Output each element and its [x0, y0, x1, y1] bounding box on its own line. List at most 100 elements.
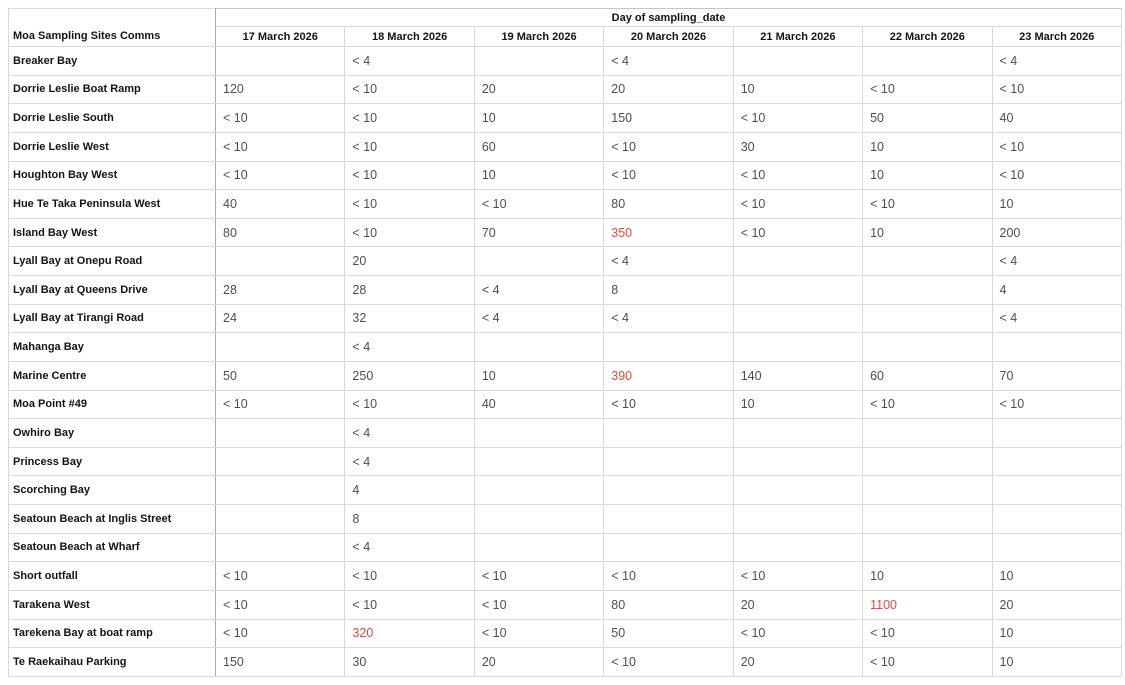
value-cell[interactable]: 320	[344, 618, 475, 649]
date-column-header[interactable]: 17 March 2026	[214, 26, 346, 47]
row-label[interactable]: Lyall Bay at Queens Drive	[8, 275, 216, 305]
value-cell[interactable]: < 10	[991, 74, 1123, 105]
value-cell[interactable]	[214, 332, 346, 362]
value-cell[interactable]: < 10	[344, 131, 475, 162]
value-cell[interactable]	[214, 446, 346, 477]
value-cell[interactable]: < 4	[473, 275, 605, 305]
date-column-header[interactable]: 18 March 2026	[344, 26, 475, 47]
value-cell[interactable]: < 10	[344, 103, 475, 133]
value-cell[interactable]	[991, 532, 1123, 563]
value-cell[interactable]	[603, 532, 734, 563]
value-cell[interactable]: < 10	[214, 103, 346, 133]
row-label[interactable]: Scorching Bay	[8, 475, 216, 505]
value-cell[interactable]: < 10	[603, 160, 734, 191]
value-cell[interactable]	[991, 418, 1123, 448]
value-cell[interactable]: < 10	[473, 189, 605, 219]
row-label[interactable]: Tarakena West	[8, 589, 216, 620]
value-cell[interactable]: 10	[991, 647, 1123, 677]
value-cell[interactable]: 200	[991, 217, 1123, 248]
value-cell[interactable]: 28	[214, 275, 346, 305]
value-cell[interactable]: 250	[344, 360, 475, 391]
value-cell[interactable]: < 10	[603, 389, 734, 420]
row-label[interactable]: Seatoun Beach at Inglis Street	[8, 504, 216, 534]
row-label[interactable]: Seatoun Beach at Wharf	[8, 532, 216, 563]
value-cell[interactable]: 50	[603, 618, 734, 649]
value-cell[interactable]: < 4	[603, 46, 734, 76]
value-cell[interactable]	[214, 46, 346, 76]
row-label[interactable]: Short outfall	[8, 561, 216, 591]
value-cell[interactable]	[473, 418, 605, 448]
value-cell[interactable]	[862, 532, 993, 563]
row-label[interactable]: Marine Centre	[8, 360, 216, 391]
value-cell[interactable]: 4	[991, 275, 1123, 305]
value-cell[interactable]	[732, 446, 864, 477]
row-label[interactable]: Princess Bay	[8, 446, 216, 477]
value-cell[interactable]: 60	[473, 131, 605, 162]
value-cell[interactable]	[473, 46, 605, 76]
value-cell[interactable]: < 10	[862, 647, 993, 677]
value-cell[interactable]: < 4	[603, 303, 734, 334]
value-cell[interactable]	[603, 504, 734, 534]
row-label[interactable]: Dorrie Leslie Boat Ramp	[8, 74, 216, 105]
value-cell[interactable]: < 10	[473, 618, 605, 649]
value-cell[interactable]: < 10	[991, 160, 1123, 191]
row-label[interactable]: Dorrie Leslie West	[8, 131, 216, 162]
value-cell[interactable]: < 10	[991, 131, 1123, 162]
row-label[interactable]: Hue Te Taka Peninsula West	[8, 189, 216, 219]
value-cell[interactable]: 20	[732, 647, 864, 677]
value-cell[interactable]: < 10	[732, 561, 864, 591]
value-cell[interactable]	[214, 532, 346, 563]
value-cell[interactable]: < 10	[344, 189, 475, 219]
row-label[interactable]: Lyall Bay at Onepu Road	[8, 246, 216, 276]
value-cell[interactable]: 20	[473, 647, 605, 677]
value-cell[interactable]: < 4	[991, 46, 1123, 76]
date-column-header[interactable]: 23 March 2026	[991, 26, 1123, 47]
value-cell[interactable]	[473, 446, 605, 477]
value-cell[interactable]: 60	[862, 360, 993, 391]
value-cell[interactable]: 10	[991, 618, 1123, 649]
value-cell[interactable]	[862, 332, 993, 362]
value-cell[interactable]: 32	[344, 303, 475, 334]
value-cell[interactable]: 10	[991, 189, 1123, 219]
value-cell[interactable]: < 10	[732, 189, 864, 219]
value-cell[interactable]	[214, 418, 346, 448]
date-column-header[interactable]: 22 March 2026	[862, 26, 993, 47]
value-cell[interactable]: 30	[732, 131, 864, 162]
value-cell[interactable]: < 4	[344, 332, 475, 362]
row-label[interactable]: Moa Point #49	[8, 389, 216, 420]
value-cell[interactable]	[732, 246, 864, 276]
value-cell[interactable]	[603, 332, 734, 362]
row-label[interactable]: Tarekena Bay at boat ramp	[8, 618, 216, 649]
value-cell[interactable]	[732, 418, 864, 448]
value-cell[interactable]: 50	[862, 103, 993, 133]
value-cell[interactable]	[603, 475, 734, 505]
value-cell[interactable]	[991, 504, 1123, 534]
value-cell[interactable]	[862, 246, 993, 276]
value-cell[interactable]: 10	[862, 561, 993, 591]
value-cell[interactable]: < 10	[344, 389, 475, 420]
value-cell[interactable]	[603, 446, 734, 477]
value-cell[interactable]	[732, 504, 864, 534]
value-cell[interactable]: 150	[214, 647, 346, 677]
value-cell[interactable]	[862, 446, 993, 477]
value-cell[interactable]: 30	[344, 647, 475, 677]
value-cell[interactable]: 140	[732, 360, 864, 391]
value-cell[interactable]: < 10	[344, 74, 475, 105]
date-column-header[interactable]: 20 March 2026	[603, 26, 734, 47]
value-cell[interactable]: < 10	[214, 131, 346, 162]
row-label[interactable]: Te Raekaihau Parking	[8, 647, 216, 677]
value-cell[interactable]	[862, 504, 993, 534]
value-cell[interactable]: 40	[473, 389, 605, 420]
value-cell[interactable]: 40	[214, 189, 346, 219]
value-cell[interactable]	[732, 532, 864, 563]
value-cell[interactable]: 10	[473, 103, 605, 133]
value-cell[interactable]	[862, 275, 993, 305]
value-cell[interactable]: 8	[603, 275, 734, 305]
value-cell[interactable]: 20	[732, 589, 864, 620]
value-cell[interactable]: < 10	[991, 389, 1123, 420]
value-cell[interactable]	[732, 475, 864, 505]
value-cell[interactable]: < 10	[603, 131, 734, 162]
value-cell[interactable]	[473, 332, 605, 362]
value-cell[interactable]: 10	[473, 160, 605, 191]
value-cell[interactable]: < 10	[214, 561, 346, 591]
